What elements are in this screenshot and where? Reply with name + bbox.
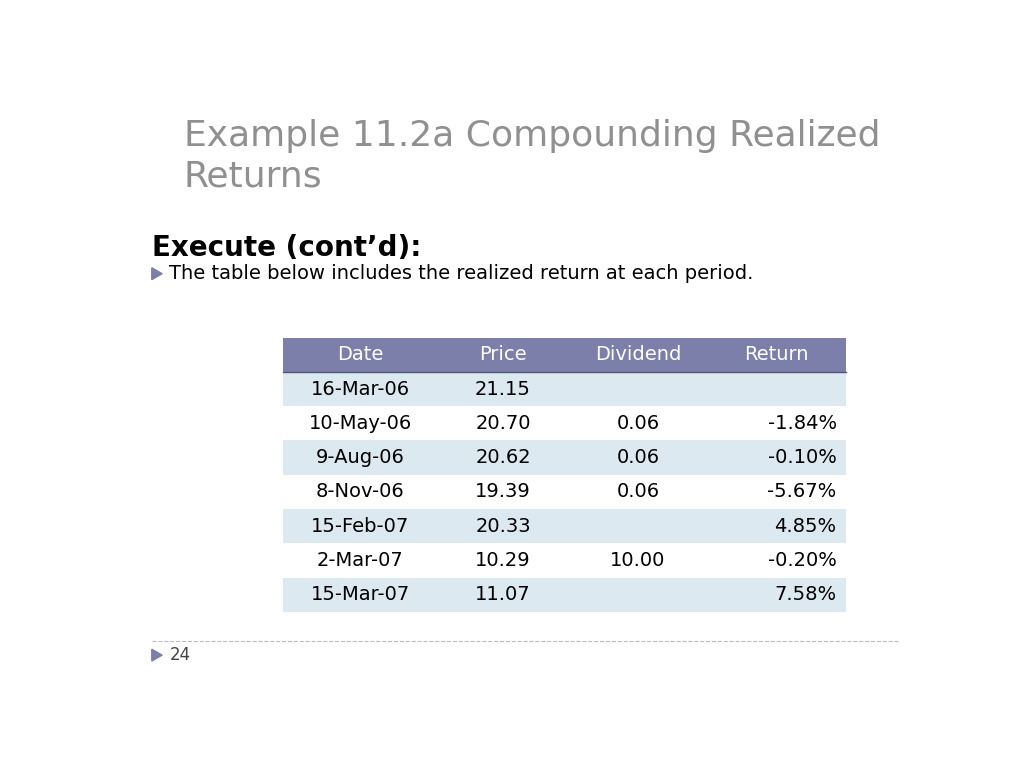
Text: -5.67%: -5.67% (767, 482, 837, 502)
Bar (283, 372, 846, 406)
Text: 20.33: 20.33 (475, 517, 530, 536)
Text: 8-Nov-06: 8-Nov-06 (315, 482, 404, 502)
Text: Date: Date (337, 346, 383, 364)
Text: 4.85%: 4.85% (774, 517, 837, 536)
Text: 15-Mar-07: 15-Mar-07 (310, 585, 410, 604)
Text: -0.20%: -0.20% (768, 551, 837, 570)
Text: 20.62: 20.62 (475, 448, 530, 467)
Text: 0.06: 0.06 (616, 414, 659, 433)
Text: Return: Return (744, 346, 809, 364)
Text: 11.07: 11.07 (475, 585, 530, 604)
Bar (283, 509, 846, 544)
Text: 9-Aug-06: 9-Aug-06 (315, 448, 404, 467)
Text: 20.70: 20.70 (475, 414, 530, 433)
Text: 10-May-06: 10-May-06 (308, 414, 412, 433)
Text: 7.58%: 7.58% (774, 585, 837, 604)
Text: Example 11.2a Compounding Realized
Returns: Example 11.2a Compounding Realized Retur… (183, 119, 880, 194)
Polygon shape (152, 268, 162, 280)
Text: -0.10%: -0.10% (768, 448, 837, 467)
Text: The table below includes the realized return at each period.: The table below includes the realized re… (169, 264, 754, 283)
Bar (283, 578, 846, 612)
Bar (283, 441, 846, 475)
Text: Dividend: Dividend (595, 346, 681, 364)
Text: 19.39: 19.39 (475, 482, 530, 502)
Text: 10.00: 10.00 (610, 551, 666, 570)
Text: 16-Mar-06: 16-Mar-06 (310, 379, 410, 399)
Polygon shape (152, 649, 162, 661)
Bar (283, 406, 846, 441)
Text: 10.29: 10.29 (475, 551, 530, 570)
Text: 0.06: 0.06 (616, 448, 659, 467)
Text: 0.06: 0.06 (616, 482, 659, 502)
Text: Price: Price (479, 346, 526, 364)
Text: 24: 24 (169, 646, 190, 664)
Bar (283, 338, 846, 372)
Text: 21.15: 21.15 (475, 379, 530, 399)
Bar (283, 475, 846, 509)
Bar (283, 544, 846, 578)
Text: Execute (cont’d):: Execute (cont’d): (152, 234, 421, 262)
Text: 15-Feb-07: 15-Feb-07 (311, 517, 410, 536)
Text: -1.84%: -1.84% (768, 414, 837, 433)
Text: 2-Mar-07: 2-Mar-07 (316, 551, 403, 570)
